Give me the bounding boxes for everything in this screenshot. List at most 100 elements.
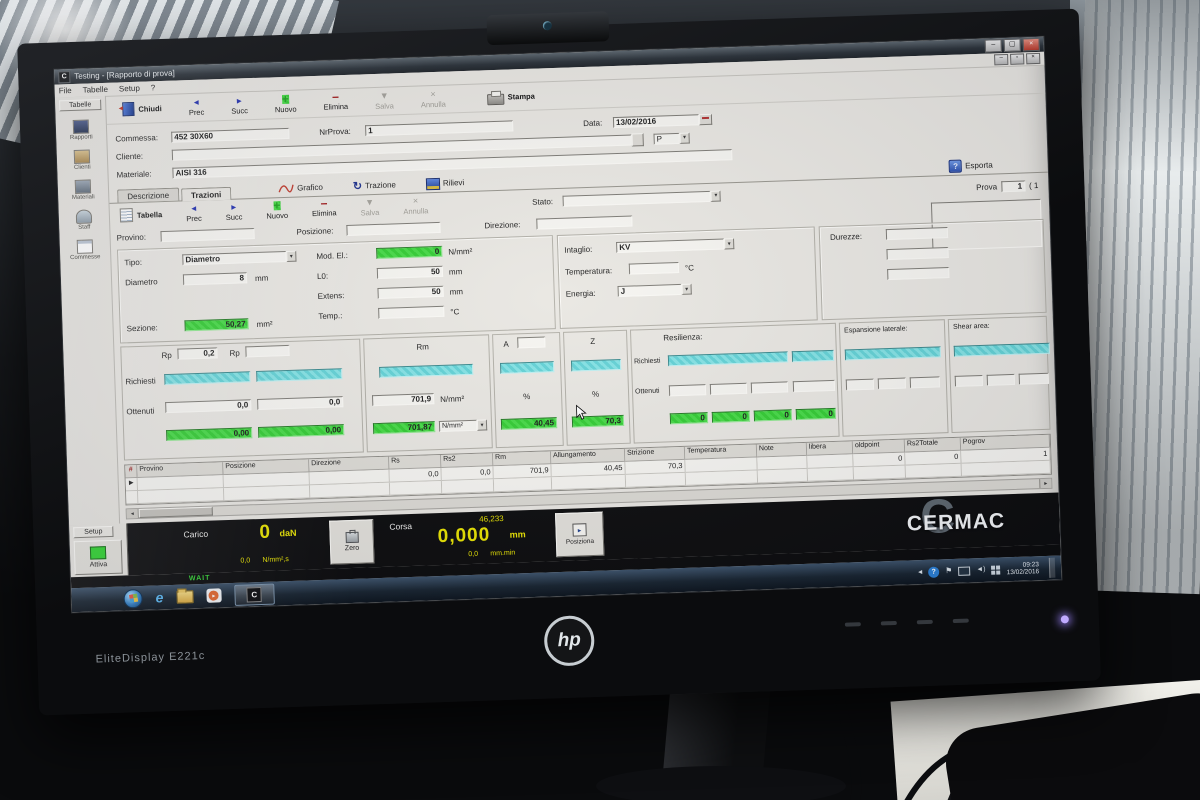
durezze-field-2[interactable] bbox=[886, 247, 949, 261]
res-ottenuti-2[interactable] bbox=[709, 382, 748, 396]
espansione-2[interactable] bbox=[877, 377, 907, 390]
a-richiesti[interactable] bbox=[499, 361, 555, 374]
durezze-field-3[interactable] bbox=[887, 267, 950, 281]
action-center-flag-icon[interactable]: ⚑ bbox=[945, 566, 953, 576]
sidebar-item-staff[interactable]: Staff bbox=[59, 209, 110, 232]
res-ottenuti-4[interactable] bbox=[792, 379, 836, 393]
sidebar-item-clienti[interactable]: Clienti bbox=[57, 149, 108, 172]
sub-succ-button[interactable]: ► Succ bbox=[225, 202, 243, 222]
menu-setup[interactable]: Setup bbox=[118, 83, 140, 94]
close-button[interactable]: × bbox=[1022, 37, 1040, 52]
sub-nuovo-button[interactable]: + Nuovo bbox=[266, 197, 289, 221]
shear-3[interactable] bbox=[1018, 372, 1049, 385]
sidebar-item-materiali[interactable]: Materiali bbox=[58, 179, 109, 202]
diametro-field[interactable]: 8 bbox=[182, 272, 248, 286]
rp2-sub-field[interactable] bbox=[245, 344, 290, 358]
l0-field[interactable]: 50 bbox=[376, 265, 444, 279]
posiziona-button[interactable]: ▸ Posiziona bbox=[555, 511, 605, 558]
chiudi-button[interactable]: Chiudi bbox=[122, 101, 162, 117]
elimina-button[interactable]: − Elimina bbox=[323, 89, 349, 112]
show-desktop-button[interactable] bbox=[1048, 557, 1056, 578]
salva-button[interactable]: ▼ Salva bbox=[374, 90, 395, 111]
temp-field[interactable] bbox=[378, 305, 445, 319]
nrprova-field[interactable]: 1 bbox=[365, 119, 514, 136]
sidebar-item-commesse[interactable]: Commesse bbox=[60, 239, 111, 262]
sub-elimina-button[interactable]: − Elimina bbox=[311, 196, 337, 218]
rilievi-button[interactable]: Rilievi bbox=[425, 177, 465, 190]
hidden-icons-arrow-icon[interactable]: ◂ bbox=[918, 567, 923, 577]
tipo-dropdown-arrow-icon[interactable]: ▼ bbox=[286, 250, 297, 262]
rp-sub-field[interactable]: 0,2 bbox=[177, 347, 218, 360]
intaglio-dropdown[interactable]: KV bbox=[616, 238, 725, 254]
res-ottenuti-3[interactable] bbox=[750, 381, 789, 394]
prec-button[interactable]: ◄ Prec bbox=[188, 97, 205, 117]
data-field[interactable]: 13/02/2016 bbox=[612, 113, 700, 128]
menu-file[interactable]: File bbox=[58, 86, 72, 96]
espansione-richiesti[interactable] bbox=[844, 346, 942, 361]
extens-field[interactable]: 50 bbox=[377, 285, 444, 299]
media-player-icon[interactable]: ▸ bbox=[206, 588, 222, 603]
energia-dropdown-arrow-icon[interactable]: ▼ bbox=[681, 283, 692, 295]
scroll-right-icon[interactable]: ► bbox=[1039, 478, 1052, 489]
temperatura-field[interactable] bbox=[628, 261, 680, 275]
shear-2[interactable] bbox=[986, 373, 1016, 386]
scroll-left-icon[interactable]: ◄ bbox=[126, 509, 139, 519]
child-minimize-button[interactable]: – bbox=[994, 53, 1009, 66]
tab-descrizione[interactable]: Descrizione bbox=[117, 187, 180, 203]
direzione-field[interactable] bbox=[536, 214, 633, 230]
p-dropdown-arrow-icon[interactable]: ▼ bbox=[679, 132, 690, 144]
start-button[interactable] bbox=[123, 588, 143, 609]
sub-prec-button[interactable]: ◄ Prec bbox=[186, 203, 202, 223]
tabella-button[interactable]: Tabella bbox=[119, 207, 163, 223]
setup-tab[interactable]: Setup bbox=[73, 525, 114, 539]
stato-dropdown[interactable] bbox=[562, 190, 712, 207]
help-tray-icon[interactable]: ? bbox=[927, 566, 940, 578]
minimize-button[interactable]: – bbox=[984, 39, 1002, 53]
sub-annulla-button[interactable]: × Annulla bbox=[403, 195, 429, 216]
zero-button[interactable]: Zero bbox=[329, 519, 375, 565]
stampa-button[interactable]: Stampa bbox=[486, 88, 535, 105]
espansione-1[interactable] bbox=[845, 378, 875, 391]
sidebar-item-rapporti[interactable]: Rapporti bbox=[56, 119, 107, 142]
p-dropdown-field[interactable]: P bbox=[653, 132, 680, 145]
attiva-button[interactable]: Attiva bbox=[73, 539, 123, 576]
posizione-field[interactable] bbox=[346, 221, 441, 236]
sub-salva-button[interactable]: ▼ Salva bbox=[360, 196, 380, 217]
windows-tray-icon[interactable] bbox=[991, 564, 1001, 575]
menu-help[interactable]: ? bbox=[150, 83, 156, 93]
tipo-dropdown[interactable]: Diametro bbox=[182, 250, 287, 266]
calendar-button[interactable] bbox=[698, 113, 713, 125]
testing-app-taskbar-button[interactable]: C bbox=[233, 583, 275, 606]
a-sub-field[interactable] bbox=[517, 336, 546, 349]
rp-richiesti-2[interactable] bbox=[256, 368, 343, 383]
rm-unit-dropdown-arrow-icon[interactable]: ▼ bbox=[476, 419, 488, 431]
maximize-button[interactable]: ▢ bbox=[1003, 38, 1021, 53]
succ-button[interactable]: ► Succ bbox=[231, 95, 249, 116]
annulla-button[interactable]: × Annulla bbox=[420, 88, 447, 109]
trazione-button[interactable]: ↻ Trazione bbox=[352, 179, 397, 193]
cliente-browse-button[interactable] bbox=[631, 132, 644, 146]
res-richiesti-long[interactable] bbox=[667, 351, 789, 367]
sidebar-tab-tabelle[interactable]: Tabelle bbox=[59, 99, 102, 112]
intaglio-dropdown-arrow-icon[interactable]: ▼ bbox=[723, 238, 735, 250]
nuovo-button[interactable]: + Nuovo bbox=[274, 91, 297, 114]
rm-unit-dropdown[interactable]: N/mm² bbox=[438, 419, 478, 433]
rp-richiesti-1[interactable] bbox=[164, 371, 251, 386]
energia-dropdown[interactable]: J bbox=[617, 283, 682, 298]
child-close-button[interactable]: × bbox=[1026, 52, 1041, 65]
durezze-field-1[interactable] bbox=[885, 227, 949, 241]
commessa-field[interactable]: 452 30X60 bbox=[171, 127, 290, 143]
res-richiesti-small[interactable] bbox=[791, 349, 835, 363]
shear-richiesti[interactable] bbox=[953, 342, 1050, 357]
network-icon[interactable] bbox=[958, 565, 971, 576]
stato-dropdown-arrow-icon[interactable]: ▼ bbox=[710, 190, 722, 202]
taskbar-clock[interactable]: 09:23 13/02/2016 bbox=[1006, 560, 1040, 577]
scroll-thumb[interactable] bbox=[138, 506, 213, 519]
explorer-folder-icon[interactable] bbox=[176, 589, 194, 604]
grafico-button[interactable]: Grafico bbox=[278, 182, 323, 194]
esporta-button[interactable]: ? Esporta bbox=[948, 159, 993, 173]
child-restore-button[interactable]: ▫ bbox=[1010, 53, 1025, 65]
menu-tabelle[interactable]: Tabelle bbox=[82, 84, 109, 95]
shear-1[interactable] bbox=[954, 374, 984, 387]
provino-field[interactable] bbox=[160, 227, 255, 242]
